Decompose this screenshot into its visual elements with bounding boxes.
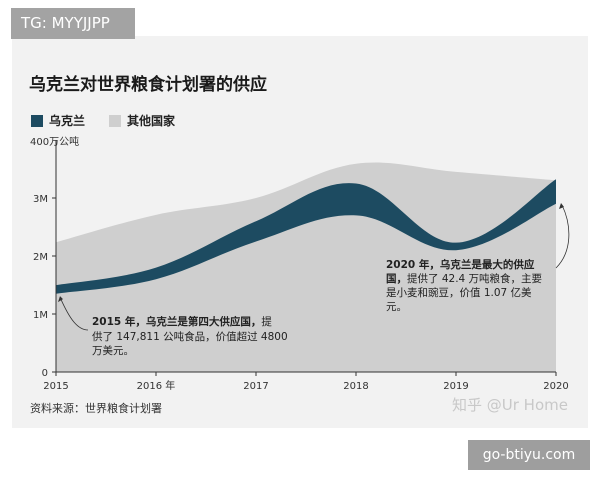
annotation-arrowhead-2020 — [559, 203, 564, 209]
legend-swatch-ukraine — [31, 115, 43, 127]
annotation-arrow-2020 — [555, 204, 570, 269]
annotation-2020-title: 2020 年，乌克兰是最大的供应 — [386, 258, 535, 271]
annotation-arrow-2015 — [59, 297, 89, 331]
chart-title: 乌克兰对世界粮食计划署的供应 — [29, 75, 267, 95]
x-tick-label: 2020 — [543, 381, 568, 392]
y-tick-label: 3M — [33, 194, 48, 205]
annotation-2020-line: 是小麦和豌豆，价值 1.07 亿美 — [386, 286, 532, 299]
x-tick-label: 2017 — [243, 381, 268, 392]
annotation-2020-line: 元。 — [386, 301, 407, 313]
legend-label-ukraine: 乌克兰 — [49, 114, 86, 128]
y-unit-label: 400万公吨 — [30, 135, 79, 148]
annotation-2015-line: 万美元。 — [92, 344, 134, 357]
x-tick-label: 2018 — [343, 381, 368, 392]
annotation-2020-line: 国，提供了 42.4 万吨粮食，主要 — [386, 272, 542, 285]
annotation-2015-line: 供了 147,811 公吨食品，价值超过 4800 — [92, 330, 288, 343]
x-tick-label: 2016 年 — [137, 379, 176, 392]
area-ukraine — [56, 179, 556, 294]
y-tick-label: 1M — [33, 310, 48, 321]
legend-swatch-others — [109, 115, 121, 127]
x-tick-label: 2015 — [43, 381, 68, 392]
annotation-arrowhead-2015 — [58, 296, 63, 303]
source-note: 资料来源：世界粮食计划署 — [30, 402, 162, 415]
y-tick-label: 0 — [42, 368, 48, 379]
x-tick-label: 2019 — [443, 381, 468, 392]
tag-label: TG: MYYJJPP — [11, 8, 135, 39]
y-tick-label: 2M — [33, 252, 48, 263]
legend-label-others: 其他国家 — [127, 114, 176, 128]
area-others — [56, 162, 556, 372]
watermark: 知乎 @Ur Home — [452, 396, 568, 414]
annotation-2015: 2015 年，乌克兰是第四大供应国，提 — [92, 315, 272, 328]
footer-badge: go-btiyu.com — [468, 440, 590, 470]
